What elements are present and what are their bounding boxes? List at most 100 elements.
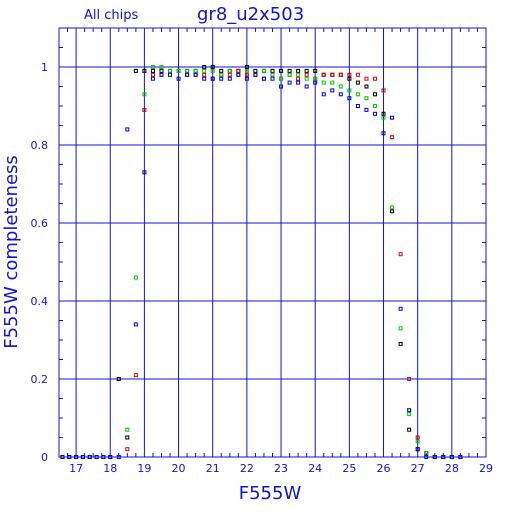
data-point [364, 107, 369, 112]
data-point [390, 205, 395, 210]
x-tick-label: 22 [240, 462, 254, 475]
data-point [150, 68, 155, 73]
data-point [347, 96, 352, 101]
data-point [210, 68, 215, 73]
data-point [227, 68, 232, 73]
x-tick-label: 25 [342, 462, 356, 475]
data-point [364, 76, 369, 81]
data-point [202, 68, 207, 73]
data-point [125, 427, 130, 432]
data-point [287, 72, 292, 77]
data-point [142, 68, 147, 73]
data-point [415, 447, 420, 452]
data-point [159, 72, 164, 77]
data-point [219, 68, 224, 73]
data-point [142, 170, 147, 175]
data-point [279, 76, 284, 81]
data-point [133, 275, 138, 280]
y-tick-label: 0.4 [31, 295, 49, 308]
x-tick-label: 27 [411, 462, 425, 475]
data-point [150, 72, 155, 77]
data-point [372, 76, 377, 81]
series-black [60, 65, 463, 459]
grid-lines [59, 28, 487, 458]
data-point [133, 373, 138, 378]
data-point [355, 104, 360, 108]
series-green [125, 65, 454, 459]
data-point [219, 72, 224, 77]
data-point [398, 306, 403, 311]
data-point [330, 80, 335, 85]
data-point [381, 115, 386, 120]
x-tick-label: 26 [377, 462, 391, 475]
data-point [253, 72, 258, 77]
data-point [244, 68, 249, 73]
data-point [304, 72, 309, 77]
data-point [321, 72, 326, 77]
data-point [338, 92, 343, 97]
data-point [372, 111, 377, 116]
data-point [185, 72, 190, 77]
tick-labels: 17 18 19 20 21 22 23 24 25 26 27 28 29 0 0.2 0.4 0.6 0.8 1 [31, 61, 494, 475]
data-point [159, 65, 164, 69]
data-point [168, 68, 173, 73]
data-point [142, 107, 147, 112]
data-point [185, 68, 190, 73]
data-point [193, 72, 198, 77]
data-point [355, 92, 360, 97]
data-point [390, 209, 395, 214]
x-tick-label: 24 [308, 462, 322, 475]
data-point [227, 72, 232, 77]
data-point [133, 322, 138, 327]
chart-title: gr8_u2x503 [197, 4, 304, 25]
data-point [287, 80, 292, 85]
data-point [116, 377, 121, 381]
data-point [372, 92, 377, 97]
data-point [347, 88, 352, 93]
data-point [236, 68, 241, 73]
data-point [390, 135, 395, 140]
data-point [202, 76, 207, 81]
data-point [364, 84, 369, 89]
y-tick-label: 0.8 [31, 139, 49, 152]
data-point [168, 72, 173, 77]
x-tick-label: 17 [69, 462, 83, 475]
x-axis-label: F555W [239, 483, 302, 504]
chart-subtitle: All chips [84, 8, 138, 23]
data-point [142, 92, 147, 97]
data-point [415, 435, 420, 440]
data-point [381, 111, 386, 116]
x-tick-label: 19 [137, 462, 151, 475]
data-point [279, 84, 284, 89]
series-red [125, 68, 446, 459]
y-axis-label: F555W completeness [1, 155, 22, 349]
y-tick-label: 0.2 [31, 373, 49, 386]
data-point [338, 72, 343, 77]
data-point [304, 84, 309, 89]
data-point [236, 72, 241, 77]
data-point [372, 104, 377, 108]
plot-frame [58, 27, 487, 458]
y-tick-label: 1 [41, 61, 48, 74]
data-point [202, 72, 207, 77]
x-tick-label: 28 [445, 462, 459, 475]
data-point [313, 68, 318, 73]
data-point [176, 76, 181, 81]
data-point [253, 68, 258, 73]
data-point [150, 76, 155, 81]
data-point [193, 68, 198, 73]
data-point [227, 76, 232, 81]
data-point [219, 76, 224, 81]
data-point [321, 92, 326, 97]
data-point [304, 68, 309, 73]
data-point [270, 76, 275, 81]
data-point [398, 252, 403, 257]
x-tick-label: 18 [103, 462, 117, 475]
data-point [150, 65, 155, 69]
data-point [390, 115, 395, 120]
data-point [398, 326, 403, 331]
series-blue [60, 72, 463, 459]
y-tick-label: 0.6 [31, 217, 49, 230]
data-point [125, 447, 130, 452]
